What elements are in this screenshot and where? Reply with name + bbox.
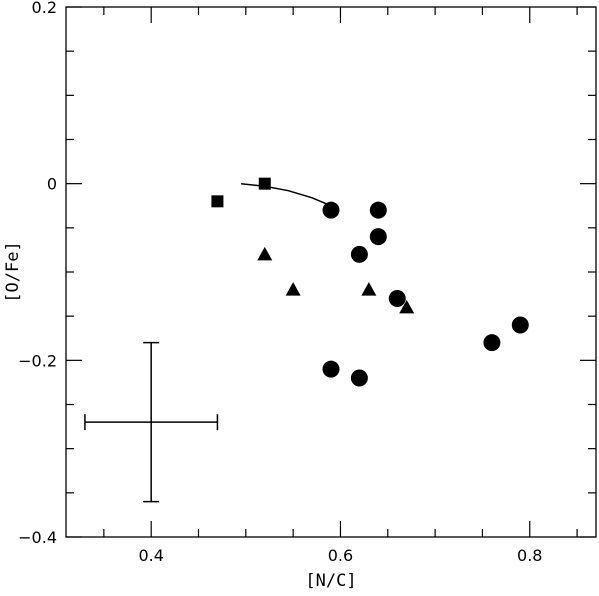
- y-tick-label: 0.2: [32, 0, 57, 17]
- square-point: [258, 177, 271, 190]
- axis-tick-labels: 0.4 0.6 0.8 0.2 0 −0.2 −0.4: [18, 0, 542, 565]
- circle-point: [322, 201, 340, 219]
- model-curve: [241, 182, 332, 207]
- circle-point: [369, 228, 387, 246]
- square-point: [211, 195, 224, 208]
- data-marks: [84, 177, 529, 503]
- triangle-point: [257, 246, 273, 261]
- y-tick-label: 0: [47, 175, 57, 194]
- x-axis-title: [N/C]: [305, 571, 356, 591]
- y-tick-label: −0.2: [18, 351, 57, 370]
- x-tick-label: 0.6: [328, 546, 353, 565]
- circle-point: [483, 334, 501, 352]
- triangle-point: [361, 282, 377, 296]
- axis-ticks: [66, 6, 596, 538]
- circle-point: [350, 369, 368, 387]
- circle-point: [388, 290, 406, 307]
- x-tick-label: 0.8: [517, 546, 542, 565]
- y-tick-label: −0.4: [18, 528, 57, 547]
- y-axis-title: [O/Fe]: [3, 241, 23, 302]
- circle-point: [369, 201, 387, 219]
- plot-frame: [65, 6, 597, 538]
- circle-point: [511, 316, 529, 334]
- triangle-point: [399, 299, 415, 314]
- circle-point: [322, 360, 340, 378]
- triangle-point: [285, 282, 301, 296]
- circle-point: [350, 245, 368, 263]
- x-tick-label: 0.4: [138, 546, 163, 565]
